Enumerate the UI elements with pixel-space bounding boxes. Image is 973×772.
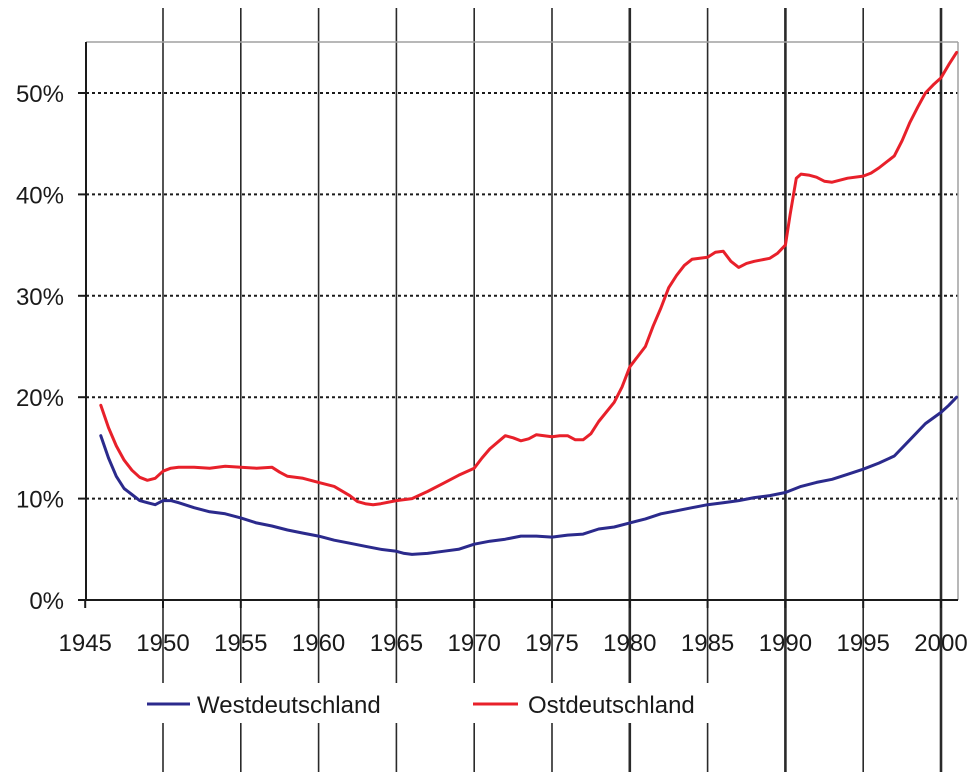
x-tick-label-1955: 1955 xyxy=(214,630,267,657)
horizontal-grid-lines xyxy=(86,92,958,500)
vertical-grid-lines xyxy=(162,8,943,772)
series-line-ostdeutschland xyxy=(99,50,959,507)
x-tick-label-2000: 2000 xyxy=(914,630,967,657)
series-lines xyxy=(99,50,959,556)
x-tick-label-1985: 1985 xyxy=(681,630,734,657)
legend-label-westdeutschland: Westdeutschland xyxy=(197,692,381,719)
x-tick-label-1995: 1995 xyxy=(837,630,890,657)
axes xyxy=(78,41,959,608)
x-tick-label-1945: 1945 xyxy=(59,630,112,657)
legend: Westdeutschland Ostdeutschland xyxy=(140,683,740,723)
y-tick-labels: 0% 10% 20% 30% 40% 50% xyxy=(16,81,64,615)
x-tick-label-1960: 1960 xyxy=(292,630,345,657)
y-tick-label-10: 10% xyxy=(16,487,64,514)
y-tick-label-0: 0% xyxy=(29,588,64,615)
legend-label-ostdeutschland: Ostdeutschland xyxy=(528,692,695,719)
y-tick-label-20: 20% xyxy=(16,385,64,412)
x-tick-label-1950: 1950 xyxy=(136,630,189,657)
legend-background xyxy=(140,683,740,723)
series-line-westdeutschland xyxy=(99,395,959,556)
x-tick-label-1970: 1970 xyxy=(448,630,501,657)
x-tick-label-1965: 1965 xyxy=(370,630,423,657)
x-tick-label-1975: 1975 xyxy=(525,630,578,657)
y-tick-label-40: 40% xyxy=(16,182,64,209)
x-tick-label-1990: 1990 xyxy=(759,630,812,657)
y-tick-label-30: 30% xyxy=(16,284,64,311)
x-tick-label-1980: 1980 xyxy=(603,630,656,657)
x-tick-labels: 1945 1950 1955 1960 1965 1970 1975 1980 1985 1990… xyxy=(59,630,968,657)
y-tick-label-50: 50% xyxy=(16,81,64,108)
